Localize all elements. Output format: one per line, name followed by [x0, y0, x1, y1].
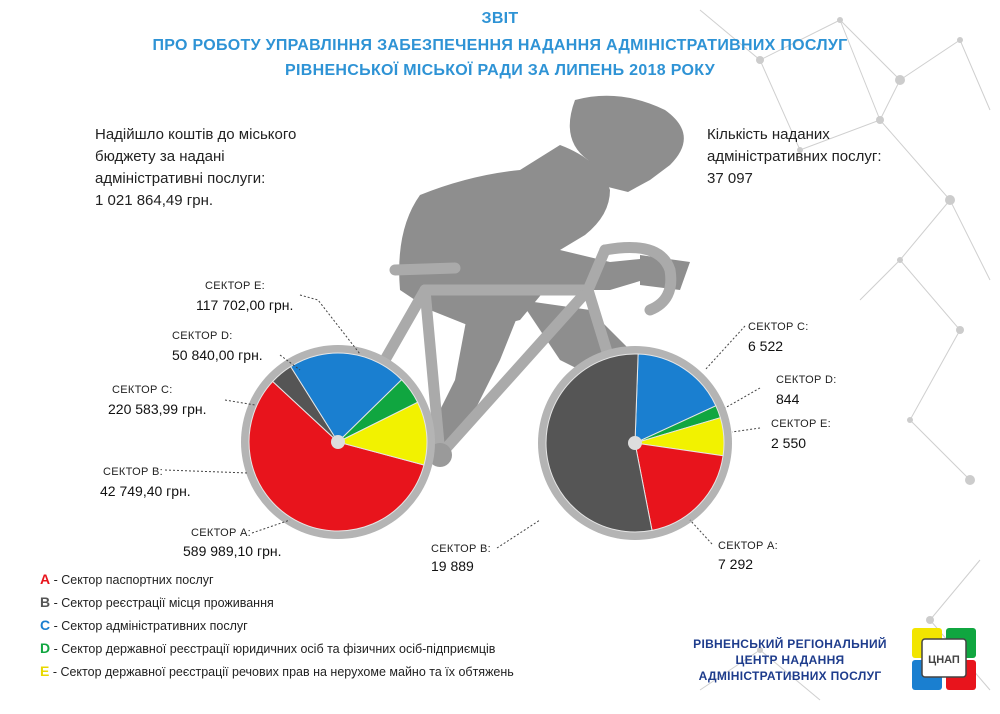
left-info-line-3: адміністративні послуги:	[95, 170, 266, 187]
right-info-line-2: адміністративних послуг:	[707, 148, 882, 165]
right-pie-slice-b	[545, 353, 653, 533]
org-line-2: ЦЕНТР НАДАННЯ	[735, 653, 845, 667]
left-pie-chart	[248, 352, 428, 532]
right-pie-slice-c	[634, 353, 717, 444]
left-label-e-name: СЕКТОР Е:	[205, 280, 265, 292]
legend-item-c: C - Сектор адміністративних послуг	[40, 617, 248, 633]
right-label-e-name: СЕКТОР Е:	[771, 418, 831, 430]
network-decoration	[699, 9, 991, 701]
title-line-2: ПРО РОБОТУ УПРАВЛІННЯ ЗАБЕЗПЕЧЕННЯ НАДАН…	[152, 37, 848, 54]
cnap-logo: ЦНАП	[912, 628, 976, 690]
left-info-total: 1 021 864,49 грн.	[95, 192, 214, 209]
left-label-c-name: СЕКТОР С:	[112, 384, 173, 396]
right-label-d-value: 844	[776, 391, 800, 407]
legend-item-a: A - Сектор паспортних послуг	[40, 571, 214, 587]
legend-text-a: - Сектор паспортних послуг	[50, 573, 214, 587]
legend-key-b: B	[40, 594, 51, 610]
right-pie-chart	[545, 353, 725, 533]
legend-text-e: - Сектор державної реєстрації речових пр…	[49, 665, 514, 679]
right-label-a-name: СЕКТОР А:	[718, 540, 778, 552]
left-label-a-value: 589 989,10 грн.	[183, 543, 282, 559]
legend-text-c: - Сектор адміністративних послуг	[50, 619, 248, 633]
left-info-line-2: бюджету за надані	[95, 148, 225, 165]
right-label-c-name: СЕКТОР С:	[748, 321, 809, 333]
right-label-a-value: 7 292	[718, 556, 754, 572]
legend-text-b: - Сектор реєстрації місця проживання	[50, 596, 274, 610]
organization-name: РІВНЕНСЬКИЙ РЕГІОНАЛЬНИЙ ЦЕНТР НАДАННЯ А…	[676, 636, 904, 684]
org-line-3: АДМІНІСТРАТИВНИХ ПОСЛУГ	[698, 669, 882, 683]
logo-text: ЦНАП	[928, 654, 960, 666]
right-hub	[628, 436, 642, 450]
left-label-b-name: СЕКТОР В:	[103, 466, 163, 478]
legend-text-d: - Сектор державної реєстрації юридичних …	[50, 642, 496, 656]
title-line-1: ЗВІТ	[481, 10, 519, 27]
right-info-total: 37 097	[707, 170, 753, 187]
left-label-b-value: 42 749,40 грн.	[100, 483, 191, 499]
legend-key-c: C	[40, 617, 51, 633]
left-pie-slice-c	[290, 352, 403, 443]
left-pie-slice-a	[248, 380, 425, 532]
right-info-line-1: Кількість наданих	[707, 126, 830, 143]
right-info: Кількість наданих адміністративних послу…	[707, 124, 882, 190]
leader-lines	[164, 294, 761, 549]
legend-item-d: D - Сектор державної реєстрації юридични…	[40, 640, 495, 656]
left-hub	[331, 435, 345, 449]
title-line-3: РІВНЕНСЬКОЇ МІСЬКОЇ РАДИ ЗА ЛИПЕНЬ 2018 …	[285, 62, 715, 79]
logo-center-box	[921, 638, 967, 678]
left-info: Надійшло коштів до міського бюджету за н…	[95, 124, 296, 212]
network-nodes	[756, 17, 975, 653]
legend-key-a: A	[40, 571, 51, 587]
left-label-d-name: СЕКТОР D:	[172, 330, 233, 342]
right-label-d-name: СЕКТОР D:	[776, 374, 837, 386]
right-label-b-value: 19 889	[431, 558, 474, 574]
left-label-a-name: СЕКТОР А:	[191, 527, 251, 539]
left-label-c-value: 220 583,99 грн.	[108, 401, 207, 417]
left-label-d-value: 50 840,00 грн.	[172, 347, 263, 363]
right-pie-slice-a	[634, 442, 724, 531]
legend-key-d: D	[40, 640, 51, 656]
legend-item-b: B - Сектор реєстрації місця проживання	[40, 594, 274, 610]
left-info-line-1: Надійшло коштів до міського	[95, 126, 297, 143]
left-label-e-value: 117 702,00 грн.	[196, 297, 294, 313]
right-label-e-value: 2 550	[771, 435, 807, 451]
left-pie-slice-e	[336, 401, 428, 466]
org-line-1: РІВНЕНСЬКИЙ РЕГІОНАЛЬНИЙ	[693, 637, 887, 651]
right-label-b-name: СЕКТОР В:	[431, 543, 491, 555]
right-label-c-value: 6 522	[748, 338, 784, 354]
legend-item-e: E - Сектор державної реєстрації речових …	[40, 663, 514, 679]
legend-key-e: E	[40, 663, 50, 679]
